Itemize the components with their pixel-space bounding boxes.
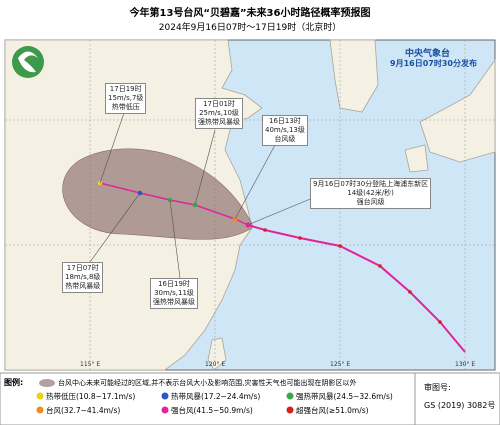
legend-item: 强台风(41.5~50.9m/s) [171, 406, 253, 415]
legend-swatch [36, 392, 44, 400]
annotation-line: 17日01时 [203, 100, 235, 108]
forecast-track [99, 182, 249, 226]
annotation-line: 15m/s,7级 [108, 94, 144, 102]
annotation-line: 16日13时 [269, 117, 301, 125]
japan [404, 58, 496, 173]
legend-item: 强热带风暴(24.5~32.6m/s) [296, 392, 393, 401]
legend-panel [0, 372, 500, 425]
legend-swatch [36, 406, 44, 414]
logo [12, 46, 44, 78]
legend-item: 台风(32.7~41.4m/s) [46, 406, 121, 415]
taiwan [207, 337, 227, 371]
annotation-line: 强热带风暴级 [153, 298, 195, 306]
korea [329, 39, 379, 113]
annotation: 16日13时 40m/s,13级 台风级 [262, 115, 308, 146]
legend-item: 热带风暴(17.2~24.4m/s) [171, 392, 261, 401]
legend-swatch [161, 392, 169, 400]
annotation-line: 17日19时 [109, 85, 142, 93]
title: 今年第13号台风“贝碧嘉”未来36小时路径概率预报图 [129, 8, 371, 19]
legend-item: 超强台风(≥51.0m/s) [296, 406, 369, 415]
longitude-label: 120° E [205, 361, 226, 368]
annotation-line: 14级(42米/秒) [347, 189, 394, 197]
annotation-line: 强台风级 [356, 198, 385, 206]
annotation-line: 强热带风暴级 [198, 118, 240, 126]
legend-swatch [286, 406, 294, 414]
annotation-line: 台风级 [274, 135, 296, 143]
past-points [263, 228, 442, 324]
annotation-line: 热带低压 [111, 103, 140, 111]
longitude-label: 115° E [80, 361, 101, 368]
subtitle: 2024年9月16日07时～17日19时（北京时） [158, 23, 342, 33]
legend-swatch [161, 406, 169, 414]
agency: 中央气象台 [405, 49, 451, 59]
cone-swatch [39, 379, 55, 387]
legend-title: 图例: [4, 378, 24, 387]
annotation: 17日01时 25m/s,10级 强热带风暴级 [195, 98, 243, 129]
leader-lines [89, 109, 321, 279]
longitude-label: 125° E [330, 361, 351, 368]
annotation-line: 16日19时 [158, 280, 190, 288]
annotation-line: 9月16日07时30分登陆上海浦东新区 [313, 180, 429, 188]
annotation-line: 热带风暴级 [65, 282, 101, 290]
cone-note: 台风中心未来可能经过的区域,并不表示台风大小及影响范围,灾害性天气也可能出现在阴… [58, 379, 357, 387]
longitude-label: 130° E [455, 361, 476, 368]
annotation: 17日19时 15m/s,7级 热带低压 [105, 83, 147, 114]
probability-cone [62, 148, 253, 240]
annotation: 9月16日07时30分登陆上海浦东新区 14级(42米/秒) 强台风级 [310, 178, 432, 209]
current-position [245, 222, 251, 228]
past-track [247, 224, 466, 353]
legend-item: 热带低压(10.8~17.1m/s) [46, 392, 136, 401]
annotation-line: 17日07时 [66, 264, 99, 272]
approval-code: GS (2019) 3082号 [424, 401, 496, 410]
issued: 9月16日07时30分发布 [390, 59, 477, 68]
approval-label: 审图号: [424, 383, 451, 392]
legend-swatch [286, 392, 294, 400]
annotation-line: 25m/s,10级 [199, 109, 239, 117]
annotation: 16日19时 30m/s,11级 强热带风暴级 [150, 278, 198, 309]
annotation: 17日07时 18m/s,8级 热带风暴级 [62, 262, 104, 293]
annotation-line: 18m/s,8级 [65, 273, 101, 281]
annotation-line: 30m/s,11级 [154, 289, 194, 297]
annotation-line: 40m/s,13级 [265, 126, 305, 134]
